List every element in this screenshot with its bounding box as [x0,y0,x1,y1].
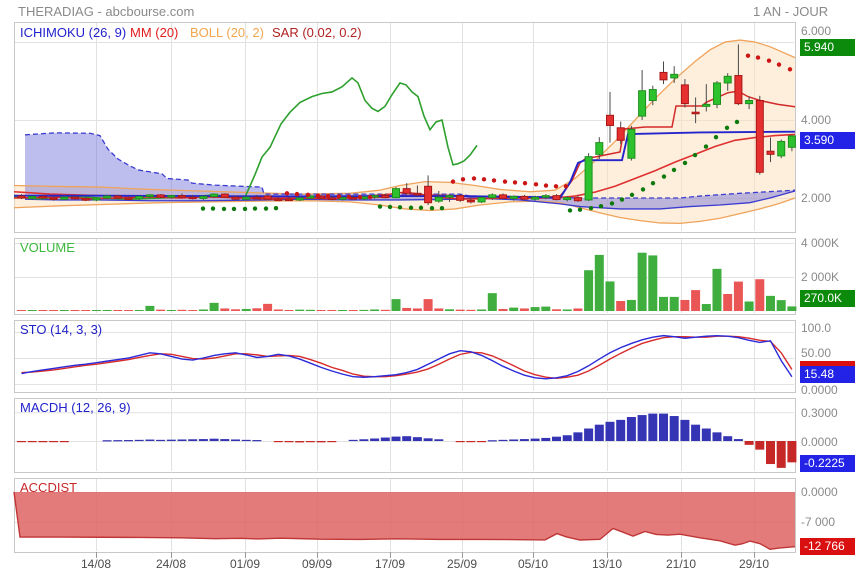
sto-last-badge: 15.48 [800,366,855,383]
price-tick-6: 6.000 [801,24,832,38]
accdist-tick-m7000: -7 000 [801,515,836,529]
volume-tick-4000k: 4 000K [801,236,840,250]
macdh-panel-title: MACDH (12, 26, 9) [20,400,131,415]
macdh-tick-03: 0.3000 [801,406,838,420]
price-last-badge: 3.590 [800,132,855,149]
volume-tick-2000k: 2 000K [801,270,840,284]
x-tick-13-10: 13/10 [591,557,623,571]
price-tick-4: 4.000 [801,113,832,127]
sto-tick-50: 50.00 [801,346,832,360]
x-tick-17-09: 17/09 [374,557,406,571]
x-tick-14-08: 14/08 [80,557,112,571]
x-tick-21-10: 21/10 [665,557,697,571]
accdist-last-badge: -12 766 [800,538,855,555]
page-title: THERADIAG - abcbourse.com [18,4,195,19]
price-tick-2: 2.000 [801,191,832,205]
x-tick-09-09: 09/09 [301,557,333,571]
price-high-badge: 5.940 [800,39,855,56]
accdist-tick-0: 0.0000 [801,485,838,499]
x-tick-05-10: 05/10 [517,557,549,571]
x-tick-24-08: 24/08 [155,557,187,571]
sto-tick-100: 100.0 [801,321,832,335]
macdh-tick-0: 0.0000 [801,435,838,449]
macdh-last-badge: -0.2225 [800,455,855,472]
sto-d-value-marker [800,361,855,366]
sto-panel-title: STO (14, 3, 3) [20,322,103,337]
x-tick-29-10: 29/10 [738,557,770,571]
sto-tick-0: 0.0000 [801,383,838,397]
legend-ichimoku[interactable]: ICHIMOKU (26, 9) [20,25,127,40]
legend-boll[interactable]: BOLL (20, 2) [190,25,264,40]
accdist-panel-title: ACCDIST [20,480,78,495]
volume-last-badge: 270.0K [800,290,855,307]
legend-mm[interactable]: MM (20) [130,25,179,40]
x-tick-25-09: 25/09 [446,557,478,571]
x-tick-01-09: 01/09 [229,557,261,571]
volume-panel-title: VOLUME [20,240,75,255]
legend-sar[interactable]: SAR (0.02, 0.2) [272,25,362,40]
range-label[interactable]: 1 AN - JOUR [753,4,829,19]
